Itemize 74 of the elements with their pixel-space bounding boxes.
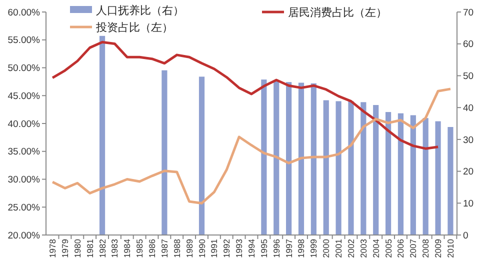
- bar: [298, 82, 304, 235]
- bar: [348, 101, 354, 235]
- y-tick-label: 35.00%: [8, 146, 41, 158]
- x-tick-label: 1988: [172, 238, 182, 258]
- x-tick-label: 2006: [396, 238, 406, 258]
- y2-tick-label: 30: [463, 134, 474, 146]
- x-tick-label: 1979: [60, 238, 70, 258]
- x-tick-label: 2000: [321, 238, 332, 258]
- bar: [410, 115, 416, 235]
- x-tick-label: 1993: [234, 238, 244, 258]
- y2-tick-label: 50: [463, 71, 474, 82]
- legend-label: 投资占比（左）: [95, 20, 173, 34]
- x-tick-label: 1997: [284, 238, 294, 258]
- y2-tick-label: 20: [463, 166, 474, 178]
- y2-tick-label: 40: [463, 102, 474, 114]
- y-tick-label: 45.00%: [8, 90, 41, 102]
- x-tick-label: 2003: [358, 238, 368, 258]
- bar: [336, 101, 342, 235]
- y-tick-label: 50.00%: [8, 63, 41, 74]
- x-tick-label: 1996: [271, 238, 282, 258]
- x-tick-label: 1981: [84, 238, 95, 258]
- x-tick-label: 1992: [222, 238, 232, 258]
- bar: [385, 112, 392, 235]
- x-tick-label: 1983: [110, 238, 120, 258]
- line-series: [51, 40, 440, 150]
- legend-label: 居民消费占比（左）: [288, 6, 387, 19]
- y2-tick-label: 10: [463, 198, 474, 210]
- x-tick-label: 1998: [296, 238, 306, 258]
- y-tick-label: 40.00%: [8, 118, 41, 130]
- bar: [323, 100, 329, 235]
- x-tick-label: 1999: [308, 238, 319, 258]
- x-tick-label: 1990: [196, 238, 207, 258]
- x-tick-label: 2001: [334, 238, 344, 258]
- y-tick-label: 25.00%: [8, 202, 41, 214]
- legend-label: 人口抚养比（右）: [96, 4, 184, 17]
- y2-tick-label: 60: [463, 39, 474, 50]
- line-series: [51, 88, 452, 204]
- x-tick-label: 2005: [383, 238, 394, 258]
- x-tick-label: 2007: [408, 238, 418, 258]
- bar: [373, 105, 379, 235]
- x-tick-label: 1980: [72, 238, 82, 258]
- y-tick-label: 60.00%: [8, 7, 41, 18]
- x-tick-label: 1989: [184, 238, 194, 258]
- x-tick-label: 1982: [97, 238, 108, 258]
- bar: [198, 76, 205, 235]
- bar: [261, 80, 267, 235]
- y-tick-label: 55.00%: [8, 35, 41, 46]
- bar: [99, 36, 106, 235]
- x-tick-label: 1995: [258, 238, 269, 258]
- x-tick-label: 1985: [134, 238, 145, 258]
- bar: [162, 70, 168, 235]
- x-tick-label: 1987: [159, 238, 170, 258]
- bar: [398, 113, 404, 235]
- x-tick-label: 2009: [433, 238, 444, 258]
- y-tick-label: 30.00%: [8, 174, 41, 186]
- y2-tick-label: 70: [463, 7, 474, 18]
- bar: [274, 80, 280, 235]
- x-tick-label: 1978: [48, 238, 58, 258]
- bar: [448, 127, 454, 235]
- bar: [286, 82, 292, 235]
- bar: [422, 118, 428, 235]
- x-tick-label: 1984: [122, 238, 132, 258]
- x-tick-label: 1991: [209, 238, 220, 258]
- x-tick-label: 1994: [246, 238, 256, 258]
- bar: [310, 83, 316, 235]
- bar: [435, 121, 441, 235]
- y-tick-label: 20.00%: [8, 230, 41, 242]
- x-tick-label: 2002: [346, 238, 356, 258]
- x-tick-label: 2008: [420, 238, 431, 258]
- y2-tick-label: 0: [463, 230, 468, 242]
- bar: [360, 102, 366, 235]
- x-tick-label: 1986: [147, 238, 158, 258]
- x-tick-label: 2004: [370, 238, 381, 258]
- x-tick-label: 2010: [445, 238, 456, 258]
